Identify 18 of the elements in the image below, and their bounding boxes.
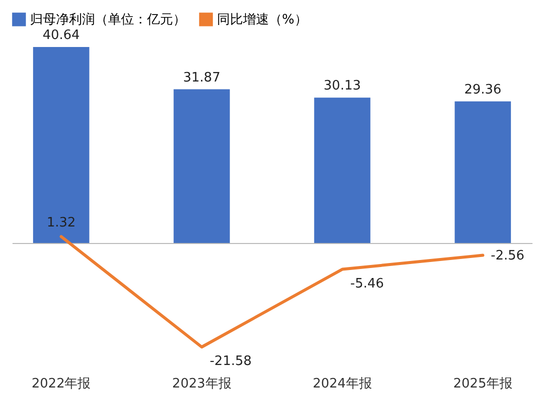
data-label: 29.36 (464, 82, 502, 98)
bar (454, 101, 511, 243)
data-label: -5.46 (350, 276, 384, 292)
legend-label: 归母净利润（单位：亿元） (30, 12, 186, 28)
bar (174, 89, 230, 243)
data-label: 30.13 (324, 78, 361, 94)
x-tick-label: 2023年报 (172, 376, 232, 392)
data-label: 1.32 (46, 216, 76, 231)
data-label: -21.58 (210, 354, 252, 369)
legend-label: 同比增速（%） (217, 12, 308, 28)
bar (33, 47, 90, 243)
data-label: -2.56 (490, 248, 524, 264)
data-label: 31.87 (183, 70, 220, 86)
bar (314, 98, 370, 243)
x-tick-label: 2024年报 (312, 376, 372, 392)
data-label: 40.64 (42, 28, 80, 43)
x-tick-label: 2025年报 (453, 376, 512, 392)
x-tick-label: 2022年报 (32, 376, 91, 392)
